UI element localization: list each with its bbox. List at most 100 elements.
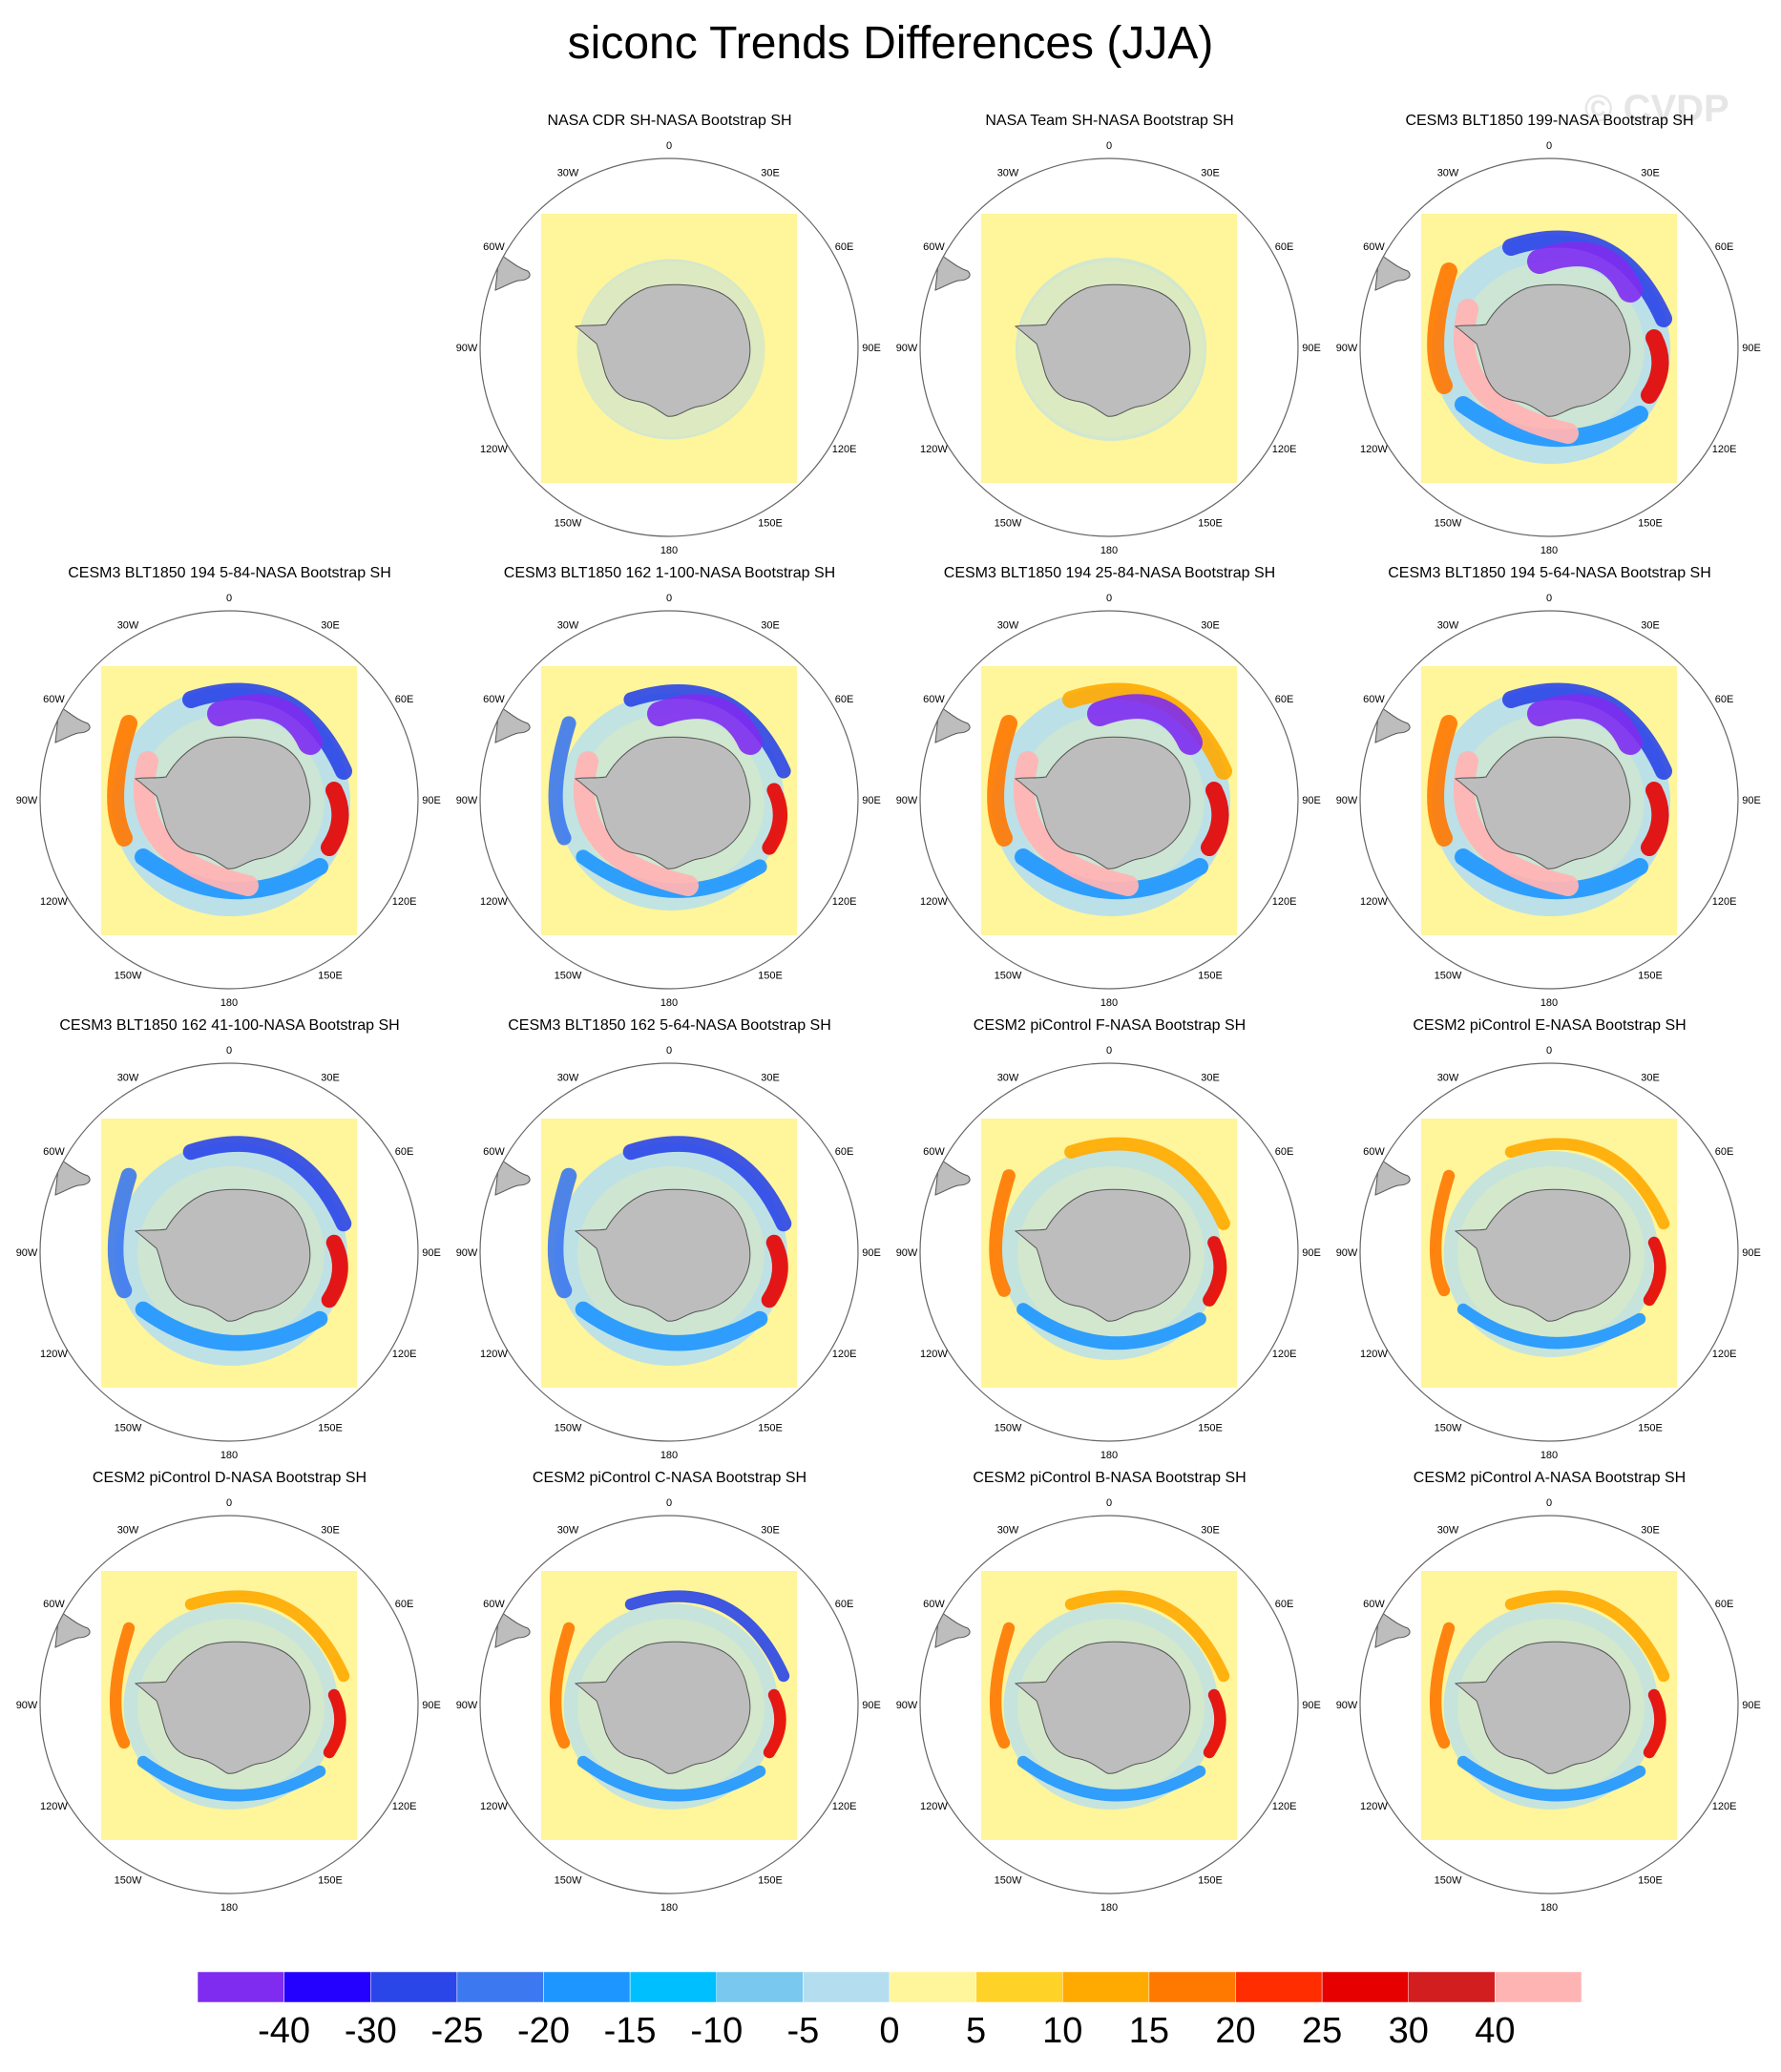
longitude-label: 120W <box>920 444 948 455</box>
longitude-label: 30W <box>1437 1524 1459 1536</box>
longitude-label: 120E <box>392 1349 417 1360</box>
tasmania-landmass <box>1251 499 1262 511</box>
longitude-label: 90E <box>422 1247 441 1259</box>
colorbar-swatch <box>283 1971 371 2003</box>
longitude-label: 150E <box>1198 1875 1223 1887</box>
antarctica-landmass <box>1014 283 1191 417</box>
trend-anomaly <box>762 783 788 855</box>
longitude-label: 180 <box>1540 1450 1558 1461</box>
map-panel: CESM2 piControl E-NASA Bootstrap SH 0 30E 6… <box>1330 1017 1770 1470</box>
longitude-label: 90W <box>896 1700 918 1711</box>
longitude-label: 180 <box>1100 997 1118 1009</box>
trend-anomaly <box>989 1169 1016 1297</box>
antarctica-landmass <box>1454 1641 1631 1774</box>
longitude-label: 0 <box>666 1045 672 1057</box>
longitude-label: 60E <box>835 1599 854 1610</box>
longitude-label: 180 <box>1100 1450 1118 1461</box>
longitude-label: 150W <box>995 518 1022 530</box>
map-boundary <box>39 1062 419 1442</box>
longitude-label: 90W <box>16 1247 38 1259</box>
longitude-label: 30E <box>761 1072 780 1083</box>
colorbar-swatch <box>1148 1971 1236 2003</box>
longitude-label: 150E <box>1638 518 1663 530</box>
polar-map: 0 30E 60E 90E 120E 150E 180 150W 120W 90W 60W 30W <box>896 1045 1321 1461</box>
colorbar-label: 40 <box>1475 2011 1515 2051</box>
colorbar-label: 25 <box>1302 2011 1342 2051</box>
antarctica-landmass <box>1454 283 1631 417</box>
colorbar-label: -30 <box>345 2011 397 2051</box>
longitude-label: 90W <box>1336 795 1358 806</box>
longitude-label: 60E <box>835 694 854 705</box>
longitude-label: 180 <box>220 997 238 1009</box>
longitude-label: 90W <box>16 795 38 806</box>
panel-title: CESM2 piControl B-NASA Bootstrap SH <box>973 1470 1247 1486</box>
longitude-label: 60E <box>1715 1146 1734 1158</box>
trend-anomaly <box>1456 1303 1646 1350</box>
longitude-label: 150W <box>995 971 1022 982</box>
trend-anomaly <box>1641 782 1669 856</box>
longitude-label: 30W <box>997 619 1019 631</box>
colorbar-swatch <box>370 1971 458 2003</box>
tasmania-landmass <box>1691 499 1702 511</box>
polar-map: 0 30E 60E 90E 120E 150E 180 150W 120W 90W 60W 30W <box>456 593 881 1009</box>
colorbar-label: -5 <box>787 2011 820 2051</box>
trend-anomaly <box>1201 782 1229 856</box>
longitude-label: 90W <box>456 795 478 806</box>
longitude-label: 60W <box>1363 241 1385 253</box>
trend-anomaly <box>1527 694 1643 755</box>
longitude-label: 60E <box>1275 1599 1294 1610</box>
trend-anomaly <box>1016 1303 1206 1350</box>
colorbar-label: -20 <box>517 2011 570 2051</box>
longitude-label: 90E <box>1742 343 1761 354</box>
longitude-label: 60W <box>1363 1146 1385 1158</box>
trend-anomaly <box>763 1688 786 1759</box>
longitude-label: 30E <box>761 167 780 178</box>
longitude-label: 90W <box>1336 1247 1358 1259</box>
longitude-label: 120E <box>1272 1801 1297 1812</box>
longitude-label: 120E <box>832 896 857 908</box>
panel-title: CESM3 BLT1850 162 1-100-NASA Bootstrap S… <box>503 565 836 581</box>
south-america-landmass <box>494 1158 531 1196</box>
map-panel: CESM3 BLT1850 194 5-84-NASA Bootstrap SH… <box>10 565 450 1017</box>
panel-title: CESM2 piControl A-NASA Bootstrap SH <box>1413 1470 1687 1486</box>
south-america-landmass <box>494 1610 531 1648</box>
polar-map: 0 30E 60E 90E 120E 150E 180 150W 120W 90W 60W 30W <box>1336 140 1761 556</box>
polar-map: 0 30E 60E 90E 120E 150E 180 150W 120W 90W 60W 30W <box>16 1497 441 1914</box>
longitude-label: 90E <box>1302 1700 1321 1711</box>
south-america-landmass <box>54 705 91 743</box>
longitude-label: 60E <box>1715 694 1734 705</box>
longitude-label: 90E <box>1302 343 1321 354</box>
longitude-label: 30W <box>997 1524 1019 1536</box>
antarctica-landmass <box>574 1188 751 1322</box>
trend-anomaly <box>107 715 137 847</box>
trend-anomaly <box>184 1590 350 1683</box>
longitude-label: 150E <box>1638 971 1663 982</box>
longitude-label: 0 <box>1546 1045 1552 1057</box>
longitude-label: 180 <box>1100 545 1118 556</box>
longitude-label: 90E <box>1302 1247 1321 1259</box>
tasmania-landmass <box>1251 1856 1262 1868</box>
longitude-label: 90E <box>1742 1700 1761 1711</box>
trend-anomaly <box>107 1167 137 1299</box>
map-boundary <box>479 1062 859 1442</box>
longitude-label: 60E <box>835 241 854 253</box>
longitude-label: 120E <box>832 444 857 455</box>
map-panel: CESM2 piControl D-NASA Bootstrap SH 0 30E 6… <box>10 1470 450 1922</box>
trend-anomaly <box>1527 241 1643 303</box>
south-america-landmass <box>1374 1158 1411 1196</box>
antarctica-landmass <box>1014 736 1191 869</box>
trend-anomaly <box>207 694 323 755</box>
south-america-landmass <box>934 1610 971 1648</box>
figure-title: siconc Trends Differences (JJA) <box>567 18 1214 69</box>
watermark: © CVDP <box>1584 88 1729 130</box>
map-boundary <box>479 610 859 990</box>
longitude-label: 120W <box>40 896 68 908</box>
longitude-label: 120W <box>480 444 508 455</box>
longitude-label: 120E <box>1712 1349 1737 1360</box>
map-panel: CESM3 BLT1850 194 5-64-NASA Bootstrap SH… <box>1330 565 1770 1017</box>
trend-anomaly <box>1504 1138 1670 1230</box>
longitude-label: 90E <box>422 795 441 806</box>
map-boundary <box>1359 1062 1739 1442</box>
longitude-label: 30W <box>117 619 139 631</box>
longitude-label: 120E <box>392 896 417 908</box>
